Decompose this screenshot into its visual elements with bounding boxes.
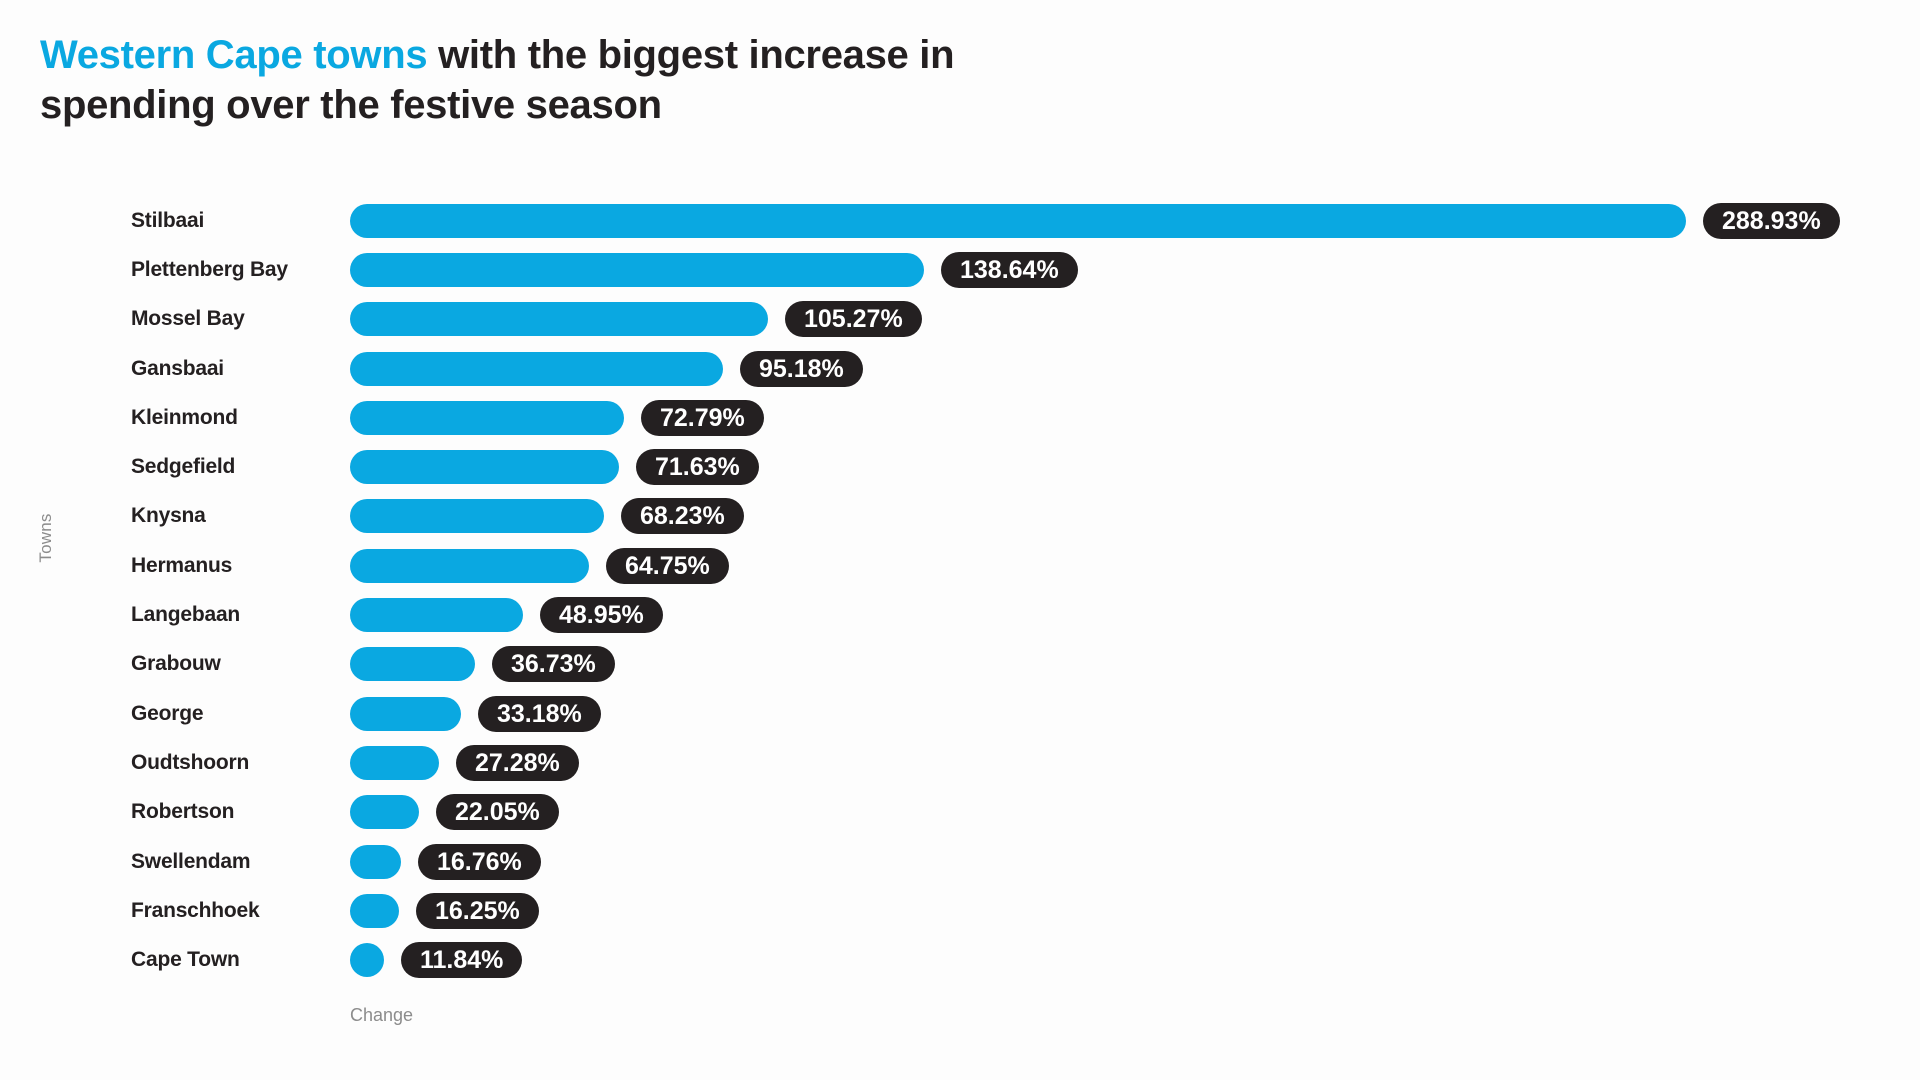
category-label: Langebaan [131,603,241,627]
value-badge: 11.84% [401,942,523,979]
category-label: Plettenberg Bay [131,257,288,281]
chart-row: Swellendam 16.76% [0,837,1920,886]
value-badge: 95.18% [740,350,863,387]
title-highlight: Western Cape towns [40,33,428,77]
bar[interactable] [350,598,523,633]
value-badge: 72.79% [641,399,764,436]
title-line2: spending over the festive season [40,83,662,127]
chart-row: George 33.18% [0,689,1920,738]
chart-row: Grabouw 36.73% [0,640,1920,689]
value-badge: 138.64% [941,251,1078,288]
category-label: Franschhoek [131,898,260,922]
bar-chart: Stilbaai 288.93% Plettenberg Bay 138.64% Mos… [0,196,1920,985]
chart-row: Cape Town 11.84% [0,935,1920,984]
chart-row: Knysna 68.23% [0,492,1920,541]
bar[interactable] [350,745,439,780]
chart-row: Plettenberg Bay 138.64% [0,245,1920,294]
bar[interactable] [350,893,399,928]
category-label: George [131,701,204,725]
value-badge: 288.93% [1703,202,1840,239]
bar[interactable] [350,302,768,337]
chart-row: Mossel Bay 105.27% [0,295,1920,344]
category-label: Cape Town [131,948,240,972]
bar[interactable] [350,400,624,435]
chart-row: Robertson 22.05% [0,788,1920,837]
category-label: Mossel Bay [131,307,245,331]
bar[interactable] [350,696,461,731]
chart-row: Franschhoek 16.25% [0,886,1920,935]
category-label: Stilbaai [131,208,205,232]
bar[interactable] [350,647,475,682]
category-label: Gansbaai [131,356,224,380]
value-badge: 27.28% [456,744,579,781]
bar[interactable] [350,450,619,485]
category-label: Sedgefield [131,455,236,479]
bar[interactable] [350,252,924,287]
bar[interactable] [350,548,589,583]
bar[interactable] [350,844,401,879]
chart-row: Kleinmond 72.79% [0,393,1920,442]
value-badge: 71.63% [636,449,759,486]
chart-row: Langebaan 48.95% [0,590,1920,639]
chart-row: Stilbaai 288.93% [0,196,1920,245]
bar[interactable] [350,943,384,978]
category-label: Kleinmond [131,405,238,429]
category-label: Hermanus [131,553,233,577]
page-title: Western Cape towns with the biggest incr… [40,30,955,130]
value-badge: 64.75% [606,547,729,584]
chart-row: Sedgefield 71.63% [0,442,1920,491]
chart-row: Oudtshoorn 27.28% [0,738,1920,787]
bar[interactable] [350,351,723,386]
chart-row: Gansbaai 95.18% [0,344,1920,393]
category-label: Oudtshoorn [131,750,250,774]
bar[interactable] [350,203,1686,238]
category-label: Swellendam [131,849,251,873]
value-badge: 48.95% [540,597,663,634]
value-badge: 16.76% [418,843,541,880]
bar[interactable] [350,499,604,534]
value-badge: 33.18% [478,695,601,732]
value-badge: 16.25% [416,892,539,929]
category-label: Knysna [131,504,206,528]
chart-row: Hermanus 64.75% [0,541,1920,590]
value-badge: 68.23% [621,498,744,535]
category-label: Robertson [131,800,235,824]
value-badge: 36.73% [492,646,615,683]
bar[interactable] [350,795,419,830]
value-badge: 22.05% [436,794,559,831]
x-axis-title: Change [350,1005,414,1025]
title-line1-rest: with the biggest increase in [427,33,955,77]
category-label: Grabouw [131,652,221,676]
value-badge: 105.27% [785,301,922,338]
